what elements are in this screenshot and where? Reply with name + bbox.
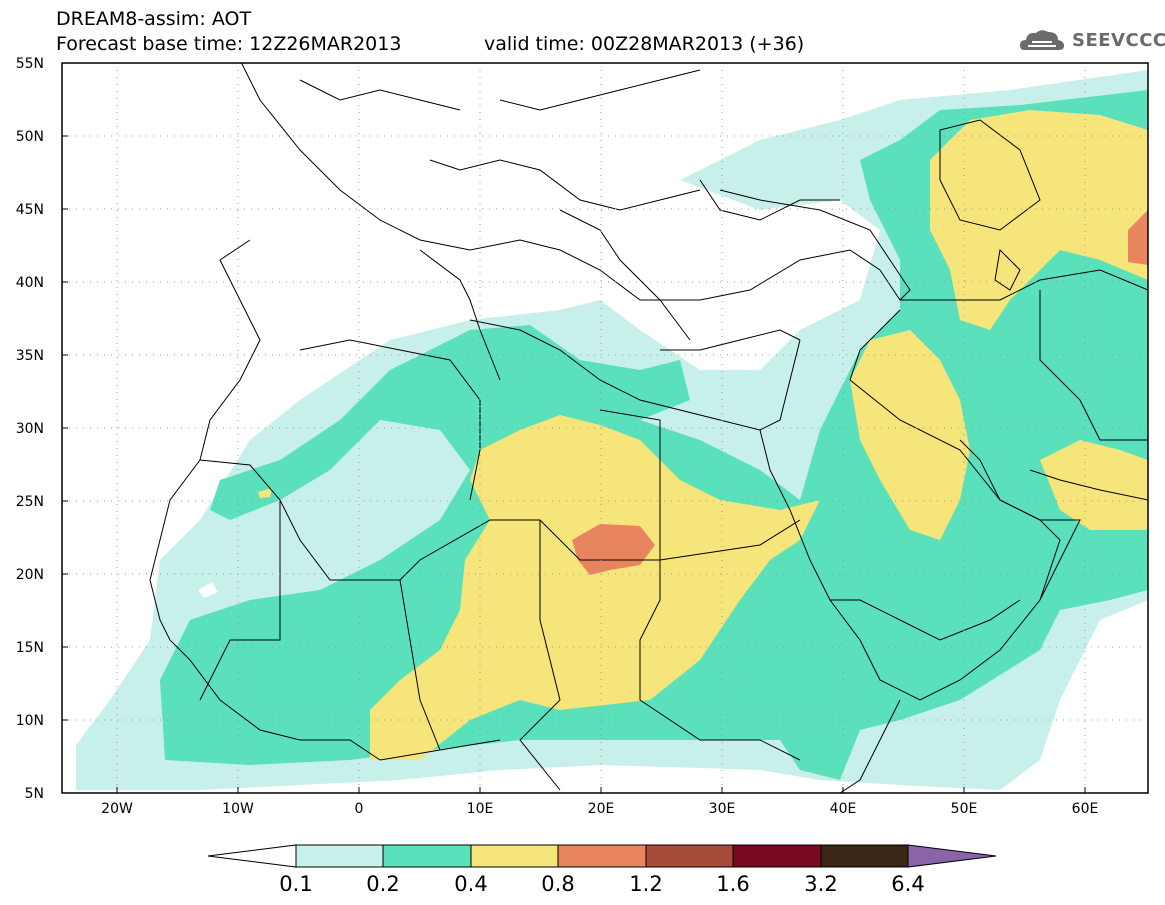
colorbar-segment: [557, 844, 647, 868]
coastline: [149, 63, 1148, 793]
graticule: [62, 63, 1148, 793]
lon-label: 10E: [467, 801, 494, 817]
lat-label: 15N: [16, 640, 44, 656]
aot-contour-0.4: [850, 330, 970, 540]
colorbar-segment: [907, 844, 997, 868]
lat-label: 50N: [16, 129, 44, 145]
lon-label: 0: [355, 801, 364, 817]
colorbar-label: 1.6: [716, 872, 750, 896]
colorbar-label: 0.4: [454, 872, 488, 896]
aot-contour-0.4: [258, 488, 272, 498]
aot-contour-0.8: [1128, 210, 1148, 265]
lat-label: 45N: [16, 202, 44, 218]
lat-label: 40N: [16, 275, 44, 291]
valid-time: valid time: 00Z28MAR2013 (+36): [484, 33, 805, 55]
forecast-base-time: Forecast base time: 12Z26MAR2013: [56, 33, 402, 55]
colorbar-label: 0.2: [366, 872, 400, 896]
colorbar-segment: [732, 844, 822, 868]
lat-label: 5N: [25, 786, 44, 802]
logo-text: SEEVCCC: [1072, 30, 1165, 51]
colorbar-segment: [470, 844, 559, 868]
lat-label: 55N: [16, 56, 44, 72]
axis-ticks: [62, 62, 1086, 793]
colorbar-segment: [295, 844, 384, 868]
colorbar-label: 3.2: [804, 872, 838, 896]
lon-label: 20E: [588, 801, 615, 817]
colorbar-segment: [382, 844, 472, 868]
colorbar-label: 1.2: [629, 872, 663, 896]
aot-contour-0.2: [160, 90, 1148, 780]
lat-label: 20N: [16, 567, 44, 583]
lat-label: 25N: [16, 494, 44, 510]
lon-label: 10W: [222, 801, 254, 817]
lon-label: 40E: [830, 801, 857, 817]
lat-label: 30N: [16, 421, 44, 437]
cloud-icon: [1020, 30, 1064, 50]
lat-label: 35N: [16, 348, 44, 364]
colorbar: [207, 844, 997, 868]
colorbar-label: 0.8: [541, 872, 575, 896]
aot-contour-0.4: [930, 110, 1148, 330]
colorbar-segment: [820, 844, 909, 868]
longitude-labels: 20W 10W 0 10E 20E 30E 40E 50E 60E: [101, 801, 1098, 817]
lat-label: 10N: [16, 713, 44, 729]
colorbar-label: 0.1: [279, 872, 313, 896]
map-title: DREAM8-assim: AOT: [56, 8, 252, 30]
lon-label: 30E: [709, 801, 736, 817]
aot-contour-0.8: [572, 524, 655, 575]
aot-contour-0.4: [1040, 440, 1148, 530]
colorbar-label: 6.4: [891, 872, 925, 896]
colorbar-segment: [207, 844, 297, 868]
lon-label: 50E: [951, 801, 978, 817]
lon-label: 60E: [1072, 801, 1099, 817]
latitude-labels: 55N 50N 45N 40N 35N 30N 25N 20N 15N 10N …: [16, 56, 44, 802]
lon-label: 20W: [101, 801, 133, 817]
colorbar-segment: [645, 844, 734, 868]
